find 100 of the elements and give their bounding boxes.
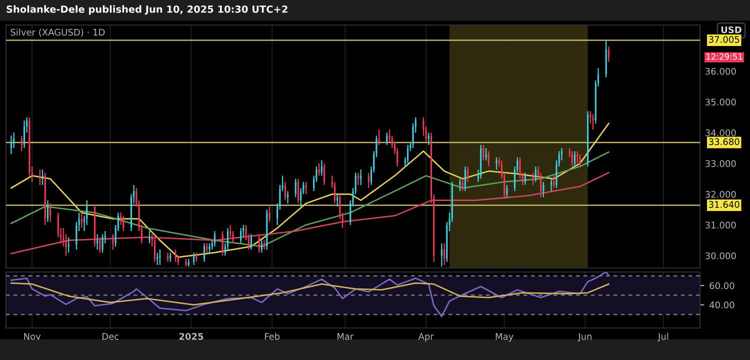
text: 12:29:51 [706,53,742,60]
candlestick [407,144,409,164]
candlestick [208,242,210,254]
candlestick [482,144,484,161]
y-tick-label: 60.00 [710,282,734,290]
candlestick [284,181,286,201]
candlestick [571,150,573,168]
candlestick [318,162,320,176]
y-tick-label: 33.000 [706,160,736,167]
candlestick [506,184,508,198]
candlestick [378,129,380,146]
y-tick-label: 30.000 [706,252,736,260]
candlestick [368,172,370,189]
candlestick [196,252,198,262]
candlestick [320,160,322,176]
candlestick [159,248,161,266]
candlestick [579,154,581,168]
candlestick [576,150,578,164]
candlestick [258,234,260,254]
candlestick [496,156,498,170]
candlestick [440,242,442,268]
candlestick [193,252,195,266]
candlestick [542,181,544,198]
line-series [10,282,610,306]
x-tick-label: Feb [265,332,280,340]
candlestick [550,178,552,192]
candlestick [10,135,12,155]
candlestick [80,212,82,229]
candlestick [459,178,461,192]
candlestick [553,175,555,189]
candlestick [23,120,26,149]
candlestick [154,236,156,262]
y-tick-label: 31.000 [706,222,736,228]
candlestick [42,169,44,186]
x-tick-label: Jul [658,332,668,342]
y-tick-label: 36.000 [706,68,736,75]
candlestick [574,150,576,168]
text: Sholanke-Dele published Jun 10, 2025 10:30 UTC+2 [6,5,288,15]
candlestick [488,150,490,168]
candlestick [214,230,216,248]
candlestick [444,242,446,266]
candlestick [222,230,224,256]
candlestick [250,234,252,250]
x-tick-label: Mar [338,333,354,340]
x-tick-label: May [496,333,514,342]
candlestick [166,252,169,262]
candlestick [240,227,242,244]
candlestick [357,172,359,186]
y-axis-title: USD [721,26,742,34]
x-tick-label: 2025 [179,333,204,340]
candlestick [428,132,430,146]
x-tick-label: Dec [102,333,119,340]
candlestick [592,114,594,130]
candlestick [99,236,101,254]
candlestick [294,178,296,198]
chart-title: Silver (XAGUSD) · 1D [10,28,105,37]
y-tick-label: 34.000 [706,129,736,136]
ref-line-label: 37.005 [709,36,740,43]
candlestick [68,236,70,254]
candlestick [524,172,526,186]
y-tick-label: 35.000 [706,98,736,106]
candlestick [534,166,536,182]
candlestick [324,162,326,186]
candlestick [204,242,206,262]
ref-line-label: 31.640 [709,201,740,208]
candlestick [260,240,262,254]
candlestick [268,206,270,222]
line-series [10,122,610,258]
candlestick [50,202,52,222]
candlestick [467,166,469,182]
candlestick [286,190,289,204]
candlestick [122,215,124,232]
candlestick [386,132,388,146]
y-tick-label: 40.00 [709,302,734,308]
candlestick [485,147,487,161]
x-tick-label: Jun [578,333,592,342]
y-tick-label: 32.000 [706,190,736,198]
x-tick-label: Nov [24,333,41,340]
candlestick [170,252,172,262]
x-tick-label: Apr [418,333,434,342]
candlestick [39,169,41,186]
candlestick [148,230,150,244]
candlestick [464,166,466,192]
candlestick [532,172,534,186]
candlestick [20,135,22,152]
candlestick [102,234,104,254]
candlestick [46,200,49,222]
candlestick [96,234,98,250]
line-series [10,272,610,318]
candlestick [297,178,299,204]
candlestick [112,234,114,250]
candlestick [462,178,464,192]
candlestick [360,169,362,186]
candlestick [206,242,208,254]
candlestick [336,194,338,208]
candlestick [305,181,307,195]
ref-line-label: 33.680 [709,138,740,146]
candlestick [174,248,176,262]
candlestick [156,252,158,266]
candlestick [264,240,266,250]
